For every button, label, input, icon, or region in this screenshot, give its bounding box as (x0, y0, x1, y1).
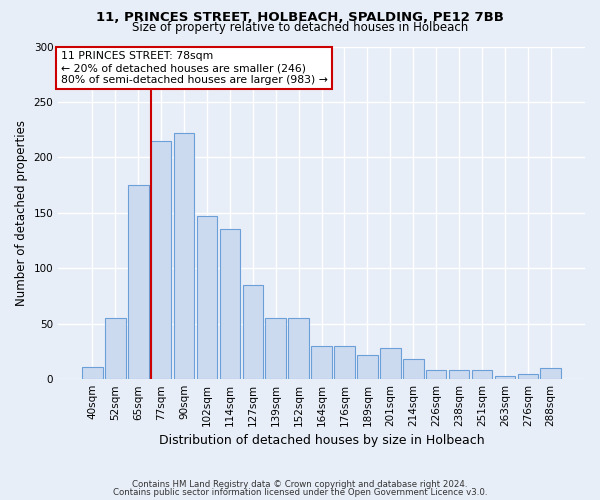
Bar (197, 216, 217, 379)
Bar (472, 370, 493, 379)
Text: Contains public sector information licensed under the Open Government Licence v3: Contains public sector information licen… (113, 488, 487, 497)
Bar (151, 141, 172, 379)
Bar (541, 368, 561, 379)
Bar (311, 346, 332, 379)
X-axis label: Distribution of detached houses by size in Holbeach: Distribution of detached houses by size … (159, 434, 484, 448)
Text: Size of property relative to detached houses in Holbeach: Size of property relative to detached ho… (132, 22, 468, 35)
Bar (128, 185, 149, 379)
Bar (220, 230, 240, 379)
Bar (105, 318, 125, 379)
Bar (380, 348, 401, 379)
Bar (494, 376, 515, 379)
Bar (174, 133, 194, 379)
Bar (357, 355, 378, 379)
Bar (403, 359, 424, 379)
Y-axis label: Number of detached properties: Number of detached properties (15, 120, 28, 306)
Bar (82, 367, 103, 379)
Text: 11, PRINCES STREET, HOLBEACH, SPALDING, PE12 7BB: 11, PRINCES STREET, HOLBEACH, SPALDING, … (96, 11, 504, 24)
Text: 11 PRINCES STREET: 78sqm
← 20% of detached houses are smaller (246)
80% of semi-: 11 PRINCES STREET: 78sqm ← 20% of detach… (61, 52, 328, 84)
Bar (518, 374, 538, 379)
Bar (334, 346, 355, 379)
Bar (289, 318, 309, 379)
Bar (449, 370, 469, 379)
Bar (426, 370, 446, 379)
Bar (242, 285, 263, 379)
Text: Contains HM Land Registry data © Crown copyright and database right 2024.: Contains HM Land Registry data © Crown c… (132, 480, 468, 489)
Bar (265, 318, 286, 379)
